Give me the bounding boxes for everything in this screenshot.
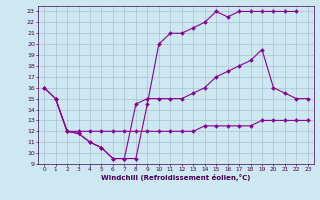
X-axis label: Windchill (Refroidissement éolien,°C): Windchill (Refroidissement éolien,°C): [101, 174, 251, 181]
